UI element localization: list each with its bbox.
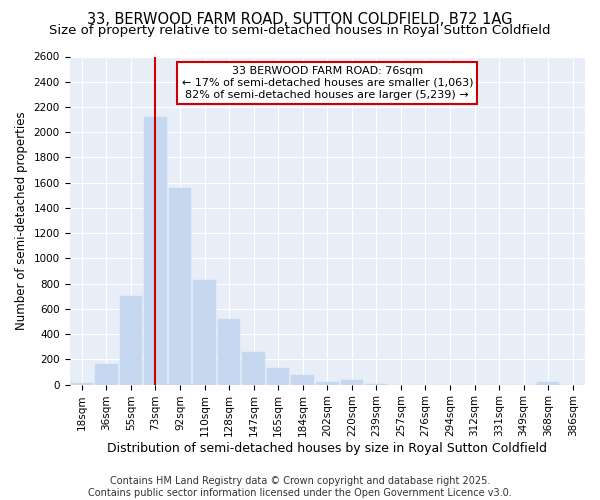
Bar (218, 319, 241, 384)
Bar (242, 352, 265, 384)
Text: 33, BERWOOD FARM ROAD, SUTTON COLDFIELD, B72 1AG: 33, BERWOOD FARM ROAD, SUTTON COLDFIELD,… (87, 12, 513, 28)
Bar (267, 368, 289, 384)
Bar (169, 188, 191, 384)
Bar (316, 382, 338, 384)
Bar (119, 296, 142, 384)
Bar (292, 375, 314, 384)
Text: Contains HM Land Registry data © Crown copyright and database right 2025.
Contai: Contains HM Land Registry data © Crown c… (88, 476, 512, 498)
Bar (193, 280, 216, 384)
X-axis label: Distribution of semi-detached houses by size in Royal Sutton Coldfield: Distribution of semi-detached houses by … (107, 442, 547, 455)
Text: Size of property relative to semi-detached houses in Royal Sutton Coldfield: Size of property relative to semi-detach… (49, 24, 551, 37)
Bar (144, 117, 167, 384)
Y-axis label: Number of semi-detached properties: Number of semi-detached properties (15, 111, 28, 330)
Bar (95, 364, 118, 384)
Bar (537, 382, 559, 384)
Text: 33 BERWOOD FARM ROAD: 76sqm
← 17% of semi-detached houses are smaller (1,063)
82: 33 BERWOOD FARM ROAD: 76sqm ← 17% of sem… (182, 66, 473, 100)
Bar (341, 380, 363, 384)
